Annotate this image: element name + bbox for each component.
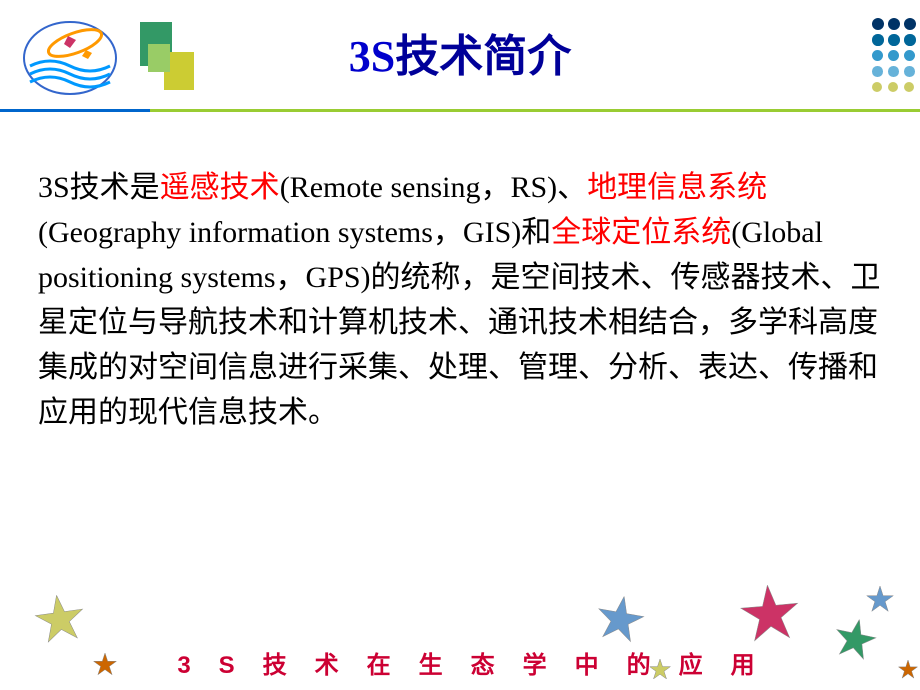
divider-green	[150, 109, 920, 112]
title-text: 技术简介	[395, 32, 571, 81]
slide-title: 3S技术简介	[0, 20, 920, 84]
body-paragraph: 3S技术是遥感技术(Remote sensing，RS)、地理信息系统(Geog…	[38, 165, 888, 435]
footer-text: 3S技术在生态学中的应用	[0, 645, 920, 680]
title-prefix: 3S	[349, 32, 395, 81]
header-divider	[0, 108, 920, 113]
divider-blue	[0, 109, 150, 112]
